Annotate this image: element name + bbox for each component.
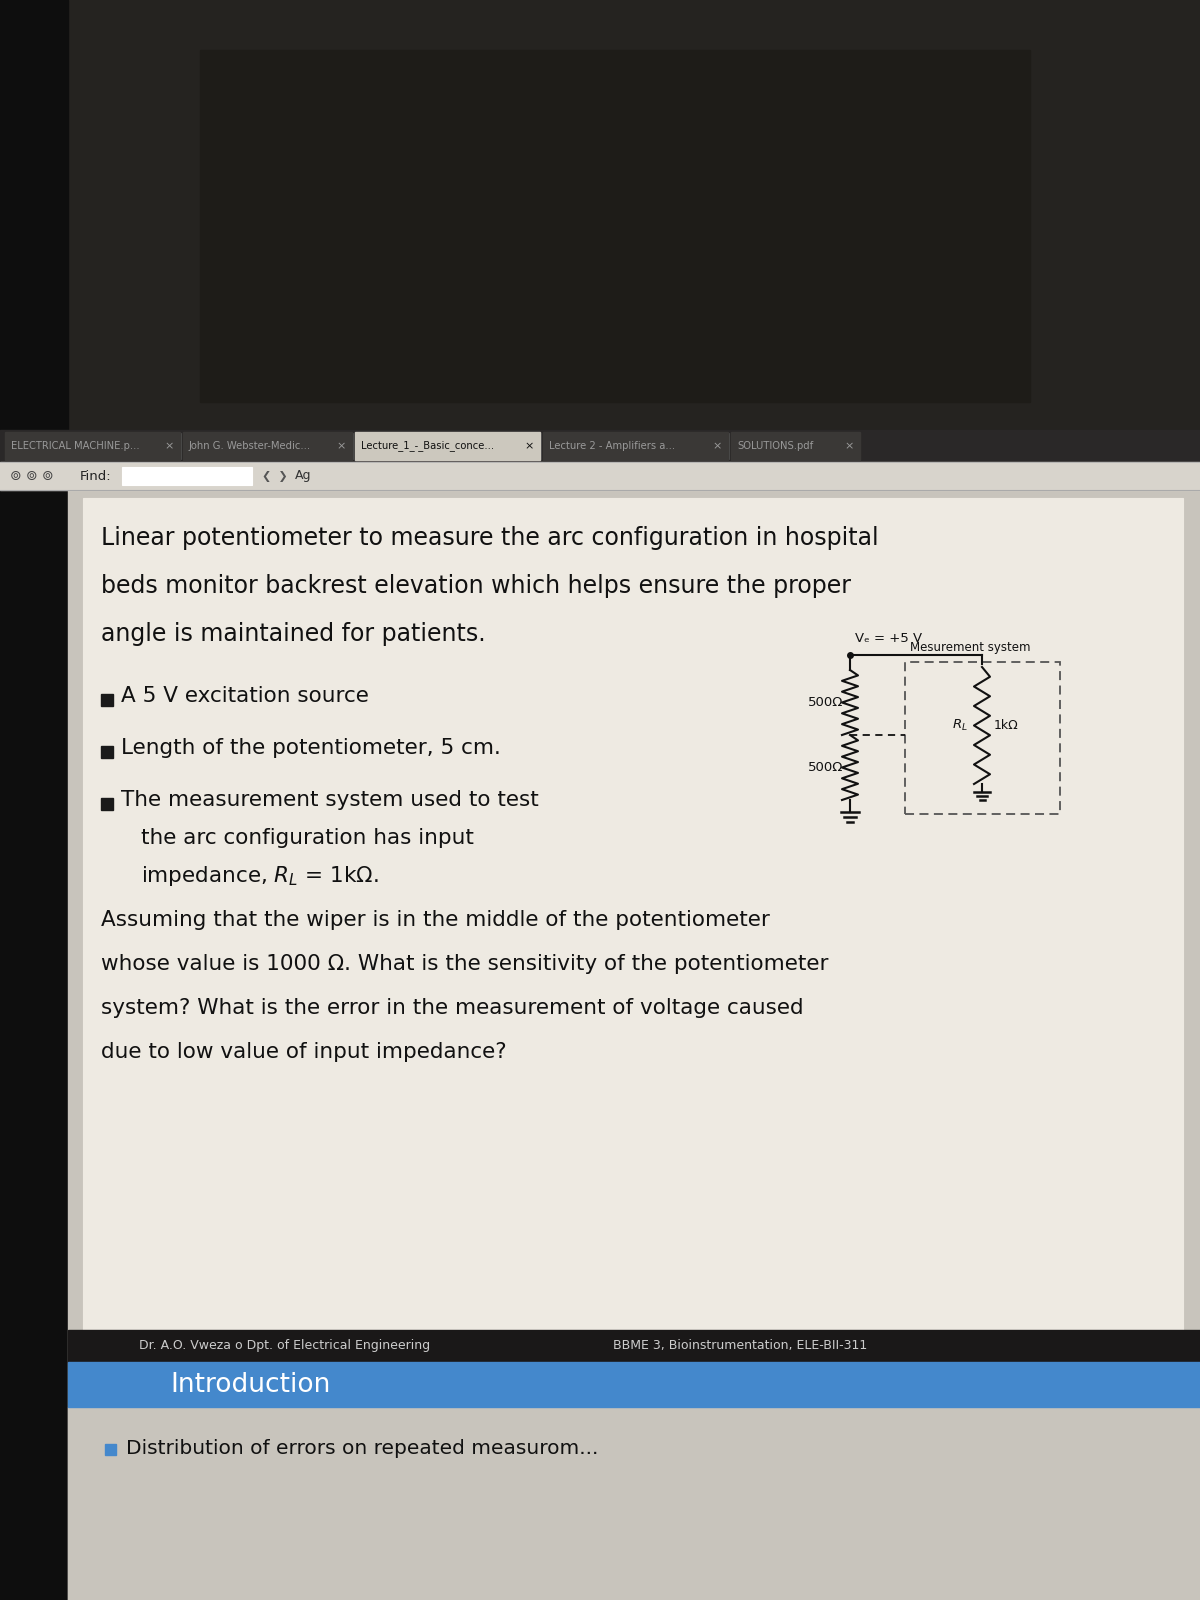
Bar <box>101 694 113 706</box>
Bar <box>68 0 1200 432</box>
Text: The measurement system used to test: The measurement system used to test <box>121 790 539 810</box>
Bar <box>68 1330 1200 1362</box>
Bar <box>83 498 1183 1330</box>
Text: Mesurement system: Mesurement system <box>910 642 1031 654</box>
Text: the arc configuration has input: the arc configuration has input <box>142 829 474 848</box>
Text: Introduction: Introduction <box>170 1371 330 1397</box>
Text: SOLUTIONS.pdf: SOLUTIONS.pdf <box>737 442 814 451</box>
Text: 500Ω: 500Ω <box>808 762 844 774</box>
Text: Ag: Ag <box>295 469 312 483</box>
Text: Length of the potentiometer, 5 cm.: Length of the potentiometer, 5 cm. <box>121 738 500 758</box>
Bar <box>0 0 68 1600</box>
Text: system? What is the error in the measurement of voltage caused: system? What is the error in the measure… <box>101 998 804 1018</box>
Bar <box>68 1362 1200 1406</box>
Text: Lecture_1_-_Basic_conce...: Lecture_1_-_Basic_conce... <box>361 440 494 451</box>
Text: ELECTRICAL MACHINE.p...: ELECTRICAL MACHINE.p... <box>11 442 139 451</box>
Text: whose value is 1000 Ω. What is the sensitivity of the potentiometer: whose value is 1000 Ω. What is the sensi… <box>101 954 828 974</box>
Text: ×: × <box>524 442 534 451</box>
Text: ×: × <box>713 442 721 451</box>
Text: Find:: Find: <box>80 469 112 483</box>
Bar <box>101 746 113 758</box>
Text: BBME 3, Bioinstrumentation, ELE-BII-311: BBME 3, Bioinstrumentation, ELE-BII-311 <box>613 1339 868 1352</box>
Bar <box>0 0 1200 432</box>
Bar <box>0 462 1200 490</box>
Text: Distribution of errors on repeated measurom...: Distribution of errors on repeated measu… <box>126 1440 599 1459</box>
Text: beds monitor backrest elevation which helps ensure the proper: beds monitor backrest elevation which he… <box>101 574 851 598</box>
Text: $R_L$: $R_L$ <box>952 718 968 733</box>
Text: Vₑ = +5 V: Vₑ = +5 V <box>854 632 922 645</box>
Bar <box>905 662 1060 814</box>
Bar <box>182 432 352 461</box>
Text: Linear potentiometer to measure the arc configuration in hospital: Linear potentiometer to measure the arc … <box>101 526 878 550</box>
Bar <box>355 432 540 461</box>
Bar <box>0 430 1200 462</box>
Text: A 5 V excitation source: A 5 V excitation source <box>121 686 368 706</box>
Text: angle is maintained for patients.: angle is maintained for patients. <box>101 622 486 646</box>
Text: John G. Webster-Medic...: John G. Webster-Medic... <box>190 442 311 451</box>
Text: Assuming that the wiper is in the middle of the potentiometer: Assuming that the wiper is in the middle… <box>101 910 770 930</box>
Text: ⊚ ⊚ ⊚: ⊚ ⊚ ⊚ <box>10 469 54 483</box>
Bar <box>542 432 728 461</box>
Bar <box>200 50 1030 402</box>
Text: ×: × <box>845 442 853 451</box>
Text: ×: × <box>336 442 346 451</box>
Bar <box>101 798 113 810</box>
Bar <box>731 432 860 461</box>
Text: ×: × <box>164 442 174 451</box>
Bar <box>68 1406 1200 1600</box>
Bar <box>68 490 1200 1600</box>
Text: due to low value of input impedance?: due to low value of input impedance? <box>101 1042 506 1062</box>
Bar <box>106 1443 116 1454</box>
Bar <box>5 432 180 461</box>
Text: Dr. A.O. Vweza o Dpt. of Electrical Engineering: Dr. A.O. Vweza o Dpt. of Electrical Engi… <box>139 1339 431 1352</box>
Text: impedance, $R_L$ = 1kΩ.: impedance, $R_L$ = 1kΩ. <box>142 864 379 888</box>
Text: Lecture 2 - Amplifiers a...: Lecture 2 - Amplifiers a... <box>550 442 676 451</box>
Text: ❮  ❯: ❮ ❯ <box>262 470 288 482</box>
Bar <box>122 467 252 485</box>
Text: 1kΩ: 1kΩ <box>994 718 1019 733</box>
Text: 500Ω: 500Ω <box>808 696 844 709</box>
